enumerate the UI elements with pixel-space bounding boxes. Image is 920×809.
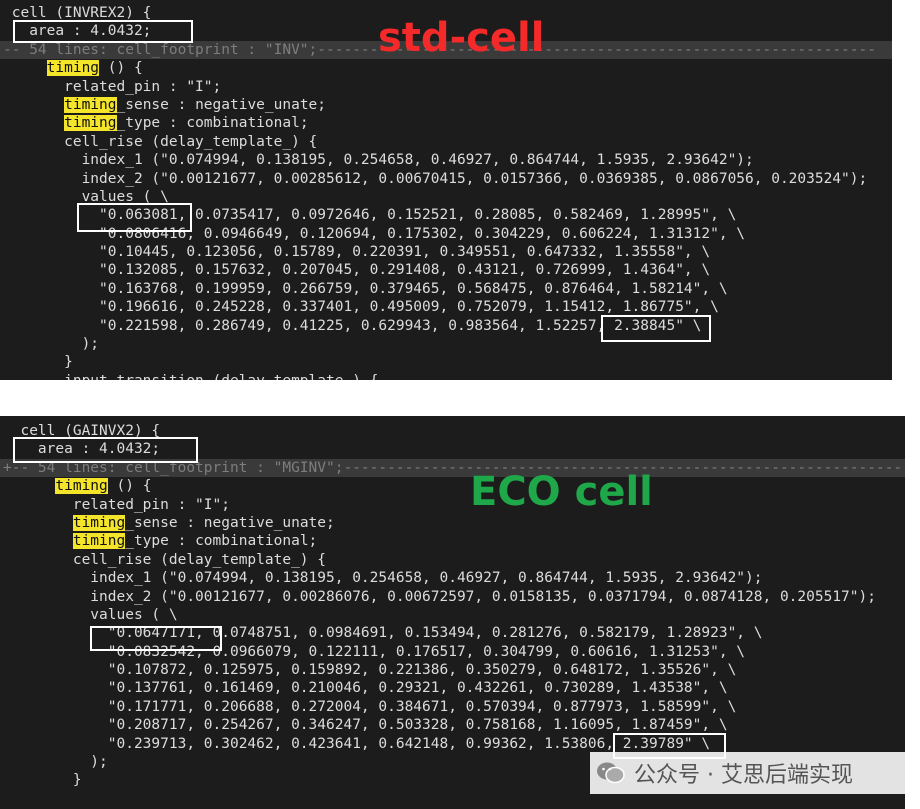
code-line: timing_sense : negative_unate; <box>3 514 905 532</box>
code-line: area : 4.0432; <box>3 441 161 458</box>
code-line: timing_type : combinational; <box>3 114 892 132</box>
highlight-box <box>77 203 192 232</box>
code-line: "0.0832542, 0.0966079, 0.122111, 0.17651… <box>3 643 746 660</box>
code-block: cell (GAINVX2) { area : 4.0432; +-- 54 li… <box>0 422 905 790</box>
code-line: ); <box>3 754 108 771</box>
code-text: _sense : negative_unate; <box>125 514 335 531</box>
code-line: index_2 ("0.00121677, 0.00285612, 0.0067… <box>3 170 868 187</box>
code-line: related_pin : "I"; <box>3 496 230 513</box>
code-line: "0.221598, 0.286749, 0.41225, 0.629943, … <box>3 317 702 334</box>
highlight-box <box>13 437 198 463</box>
indent <box>3 478 55 494</box>
code-line: timing () { <box>3 477 905 495</box>
watermark: 公众号 · 艾思后端实现 <box>590 752 906 794</box>
code-line: values ( \ <box>3 188 169 205</box>
code-line: timing () { <box>3 59 892 77</box>
fold-line: +-- 54 lines: cell_footprint : "MGINV";-… <box>0 458 905 478</box>
code-line: } <box>3 354 73 371</box>
search-highlight: timing <box>46 60 100 77</box>
code-text: () { <box>99 60 143 77</box>
code-line: cell_rise (delay_template_) { <box>3 133 318 150</box>
code-line: timing_type : combinational; <box>3 532 905 550</box>
code-line: index_1 ("0.074994, 0.138195, 0.254658, … <box>3 570 763 587</box>
indent <box>3 533 73 549</box>
highlight-box <box>601 315 711 342</box>
code-text: _type : combinational; <box>125 533 318 550</box>
watermark-text: 公众号 · 艾思后端实现 <box>634 763 853 788</box>
editor-panel: cell (GAINVX2) { area : 4.0432; +-- 54 li… <box>0 416 905 809</box>
code-line: input_transition (delay_template_) { <box>3 372 892 380</box>
indent <box>3 115 64 131</box>
indent <box>3 97 64 113</box>
code-line: timing_sense : negative_unate; <box>3 96 892 114</box>
search-highlight: timing <box>55 478 108 495</box>
code-line: "0.0647171, 0.0748751, 0.0984691, 0.1534… <box>3 625 763 642</box>
code-line: } <box>3 772 82 789</box>
code-text: _type : combinational; <box>116 115 309 132</box>
code-line: "0.239713, 0.302462, 0.423641, 0.642148,… <box>3 735 711 752</box>
code-line: "0.208717, 0.254267, 0.346247, 0.503328,… <box>3 717 728 734</box>
code-line: ); <box>3 336 100 353</box>
code-text: _sense : negative_unate; <box>116 96 327 113</box>
search-highlight: timing <box>64 115 117 132</box>
editor-panel: cell (INVREX2) { area : 4.0432; -- 54 lin… <box>0 0 892 380</box>
code-line: values ( \ <box>3 606 178 623</box>
indent <box>3 60 47 76</box>
code-line: "0.0806416, 0.0946649, 0.120694, 0.17530… <box>3 225 746 242</box>
highlight-box <box>13 20 193 43</box>
code-line: cell (GAINVX2) { <box>3 423 161 439</box>
code-line: "0.196616, 0.245228, 0.337401, 0.495009,… <box>3 299 719 316</box>
code-line: "0.063081, 0.0735417, 0.0972646, 0.15252… <box>3 207 737 224</box>
fold-line: -- 54 lines: cell_footprint : "INV";----… <box>0 40 892 60</box>
code-line: "0.132085, 0.157632, 0.207045, 0.291408,… <box>3 262 711 279</box>
code-line: area : 4.0432; <box>3 23 152 40</box>
code-block: cell (INVREX2) { area : 4.0432; -- 54 lin… <box>0 4 892 380</box>
code-text: () { <box>107 478 152 495</box>
indent <box>3 515 73 531</box>
code-line: index_1 ("0.074994, 0.138195, 0.254658, … <box>3 152 754 169</box>
code-line: cell_rise (delay_template_) { <box>3 551 327 568</box>
code-line: "0.10445, 0.123056, 0.15789, 0.220391, 0… <box>3 244 711 261</box>
panel-label: std-cell <box>378 15 545 61</box>
code-line: "0.137761, 0.161469, 0.210046, 0.29321, … <box>3 680 728 697</box>
wechat-icon <box>597 762 625 784</box>
code-line: cell (INVREX2) { <box>3 5 152 21</box>
highlight-box <box>90 626 222 651</box>
search-highlight: timing <box>64 96 117 113</box>
code-line: "0.171771, 0.206688, 0.272004, 0.384671,… <box>3 698 737 715</box>
code-line: index_2 ("0.00121677, 0.00286076, 0.0067… <box>3 588 876 605</box>
search-highlight: timing <box>72 514 126 531</box>
code-line: related_pin : "I"; <box>3 78 222 95</box>
code-line: "0.107872, 0.125975, 0.159892, 0.221386,… <box>3 662 737 679</box>
code-line: "0.163768, 0.199959, 0.266759, 0.379465,… <box>3 280 728 297</box>
panel-label: ECO cell <box>470 469 653 515</box>
search-highlight: timing <box>72 533 126 550</box>
